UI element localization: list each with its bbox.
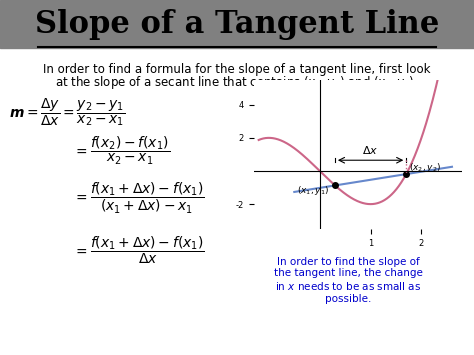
Text: Slope of a Tangent Line: Slope of a Tangent Line [35,9,439,40]
Text: In order to find the slope of
the tangent line, the change
in $x$ needs to be as: In order to find the slope of the tangen… [274,257,423,304]
Text: $(x_1,y_1)$: $(x_1,y_1)$ [297,184,329,197]
Text: In order to find a formula for the slope of a tangent line, first look: In order to find a formula for the slope… [43,63,431,76]
Text: $\Delta x$: $\Delta x$ [363,144,379,157]
Text: $= \dfrac{f(x_2) - f(x_1)}{x_2 - x_1}$: $= \dfrac{f(x_2) - f(x_1)}{x_2 - x_1}$ [73,135,171,167]
Bar [0,0,474,48]
Text: $(x_2,y_2)$: $(x_2,y_2)$ [409,161,441,174]
Text: $= \dfrac{f(x_1 + \Delta x) - f(x_1)}{\Delta x}$: $= \dfrac{f(x_1 + \Delta x) - f(x_1)}{\D… [73,234,205,266]
Text: at the slope of a secant line that contains $(x_1,y_1)$ and $(x_2,y_2)$:: at the slope of a secant line that conta… [55,74,419,91]
Text: $= \dfrac{f(x_1 + \Delta x) - f(x_1)}{(x_1 + \Delta x) - x_1}$: $= \dfrac{f(x_1 + \Delta x) - f(x_1)}{(x… [73,181,205,216]
Text: $\boldsymbol{m} = \dfrac{\Delta y}{\Delta x} = \dfrac{y_2 - y_1}{x_2 - x_1}$: $\boldsymbol{m} = \dfrac{\Delta y}{\Delt… [9,96,126,128]
